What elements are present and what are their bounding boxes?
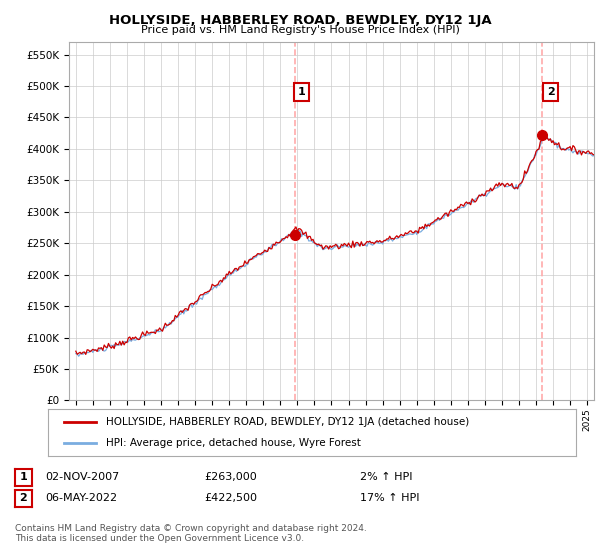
Text: HPI: Average price, detached house, Wyre Forest: HPI: Average price, detached house, Wyre… (106, 438, 361, 448)
Text: 2% ↑ HPI: 2% ↑ HPI (360, 472, 413, 482)
Text: £263,000: £263,000 (204, 472, 257, 482)
Text: 06-MAY-2022: 06-MAY-2022 (45, 493, 117, 503)
Text: 1: 1 (298, 87, 305, 97)
Text: £422,500: £422,500 (204, 493, 257, 503)
Text: Contains HM Land Registry data © Crown copyright and database right 2024.
This d: Contains HM Land Registry data © Crown c… (15, 524, 367, 543)
Text: 2: 2 (20, 493, 27, 503)
Text: 02-NOV-2007: 02-NOV-2007 (45, 472, 119, 482)
Text: 2: 2 (547, 87, 554, 97)
Text: HOLLYSIDE, HABBERLEY ROAD, BEWDLEY, DY12 1JA (detached house): HOLLYSIDE, HABBERLEY ROAD, BEWDLEY, DY12… (106, 417, 469, 427)
Text: HOLLYSIDE, HABBERLEY ROAD, BEWDLEY, DY12 1JA: HOLLYSIDE, HABBERLEY ROAD, BEWDLEY, DY12… (109, 14, 491, 27)
Text: 1: 1 (20, 472, 27, 482)
Text: 17% ↑ HPI: 17% ↑ HPI (360, 493, 419, 503)
Text: Price paid vs. HM Land Registry's House Price Index (HPI): Price paid vs. HM Land Registry's House … (140, 25, 460, 35)
